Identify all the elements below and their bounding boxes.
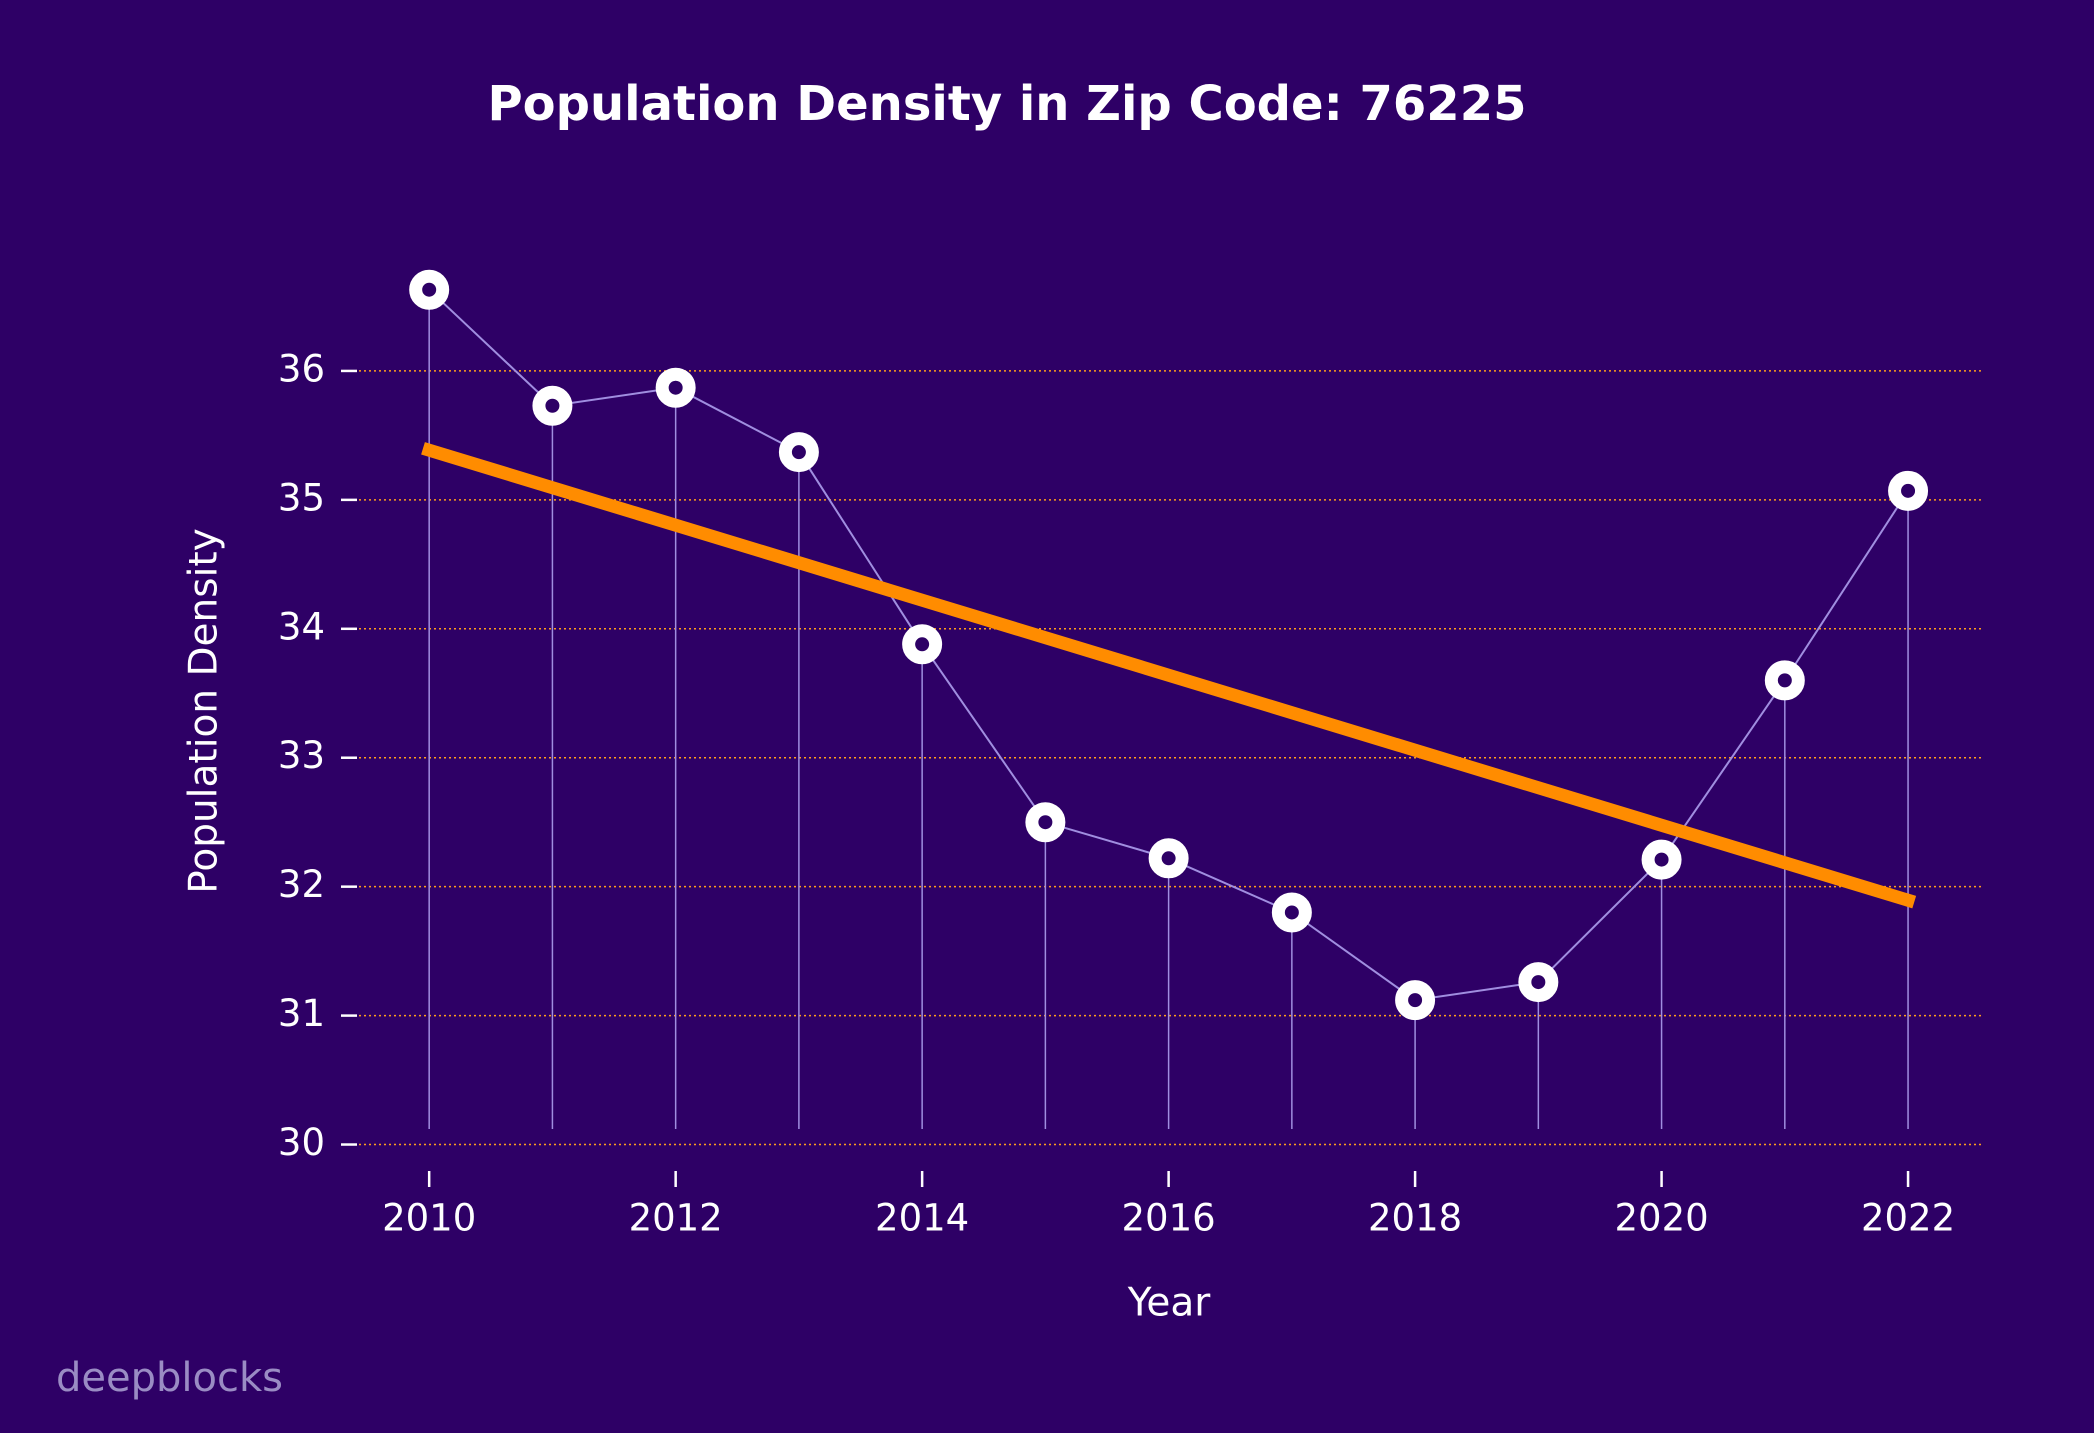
y-tick-label: 34 (278, 605, 325, 648)
marker (1025, 802, 1066, 843)
y-tick-label: 36 (278, 347, 325, 390)
y-tick-label: 32 (278, 863, 325, 906)
marker (1271, 892, 1312, 933)
marker (778, 432, 819, 473)
x-tick-label: 2016 (1122, 1197, 1216, 1240)
x-tick-label: 2012 (629, 1197, 723, 1240)
marker (409, 269, 450, 310)
y-tick-label: 31 (278, 992, 325, 1035)
marker (1641, 839, 1682, 880)
marker (1764, 660, 1805, 701)
y-tick-label: 33 (278, 734, 325, 777)
y-tick-label: 35 (278, 476, 325, 519)
x-tick-label: 2022 (1861, 1197, 1955, 1240)
x-tick-label: 2010 (382, 1197, 476, 1240)
marker (532, 385, 573, 426)
marker (655, 367, 696, 408)
marker (1148, 838, 1189, 879)
marker (1395, 980, 1436, 1021)
marker (1518, 962, 1559, 1003)
x-tick-label: 2018 (1368, 1197, 1462, 1240)
trend-line (421, 442, 1917, 909)
x-tick-label: 2014 (875, 1197, 969, 1240)
chart-title: Population Density in Zip Code: 76225 (487, 76, 1526, 132)
marker (902, 624, 943, 665)
y-axis-label: Population Density (182, 528, 227, 894)
x-axis-label: Year (1127, 1281, 1212, 1326)
marker (1888, 470, 1929, 511)
y-tick-label: 30 (278, 1121, 325, 1164)
x-tick-label: 2020 (1614, 1197, 1708, 1240)
watermark: deepblocks (56, 1355, 283, 1401)
